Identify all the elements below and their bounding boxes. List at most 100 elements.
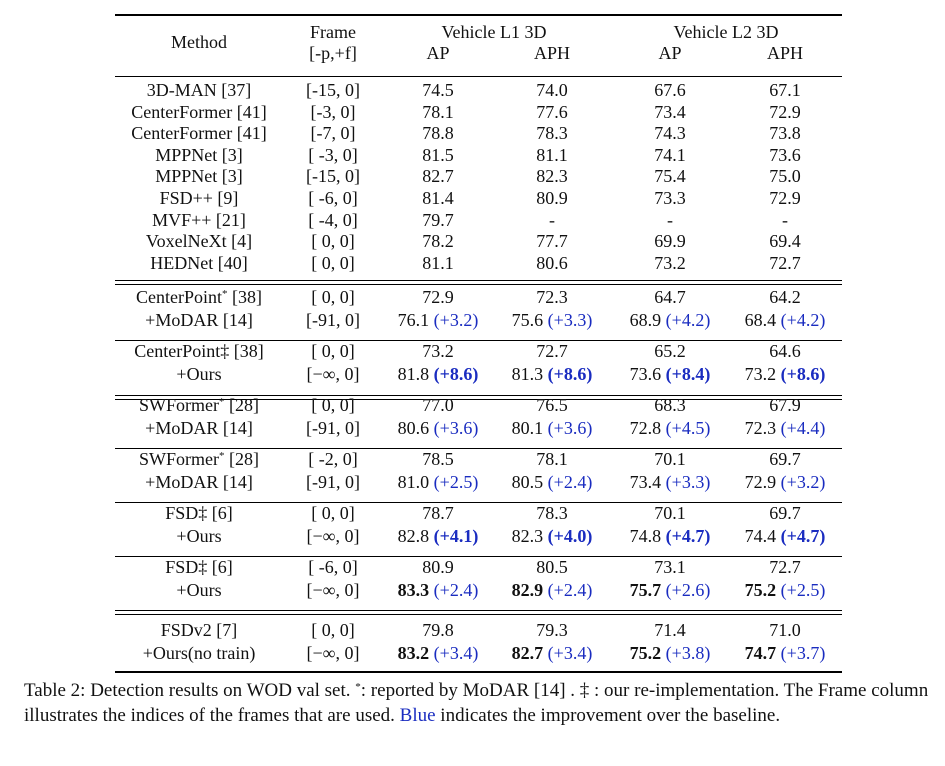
improvement-gain: (+2.6) [665, 580, 711, 600]
table-row-l1-aph: 77.7 [536, 231, 568, 251]
table-row-l1-aph: 74.0 [536, 80, 568, 100]
table-row-l1ap: 79.8 [422, 620, 454, 640]
table-row-method: MVF++ [21] [152, 210, 246, 230]
table-row-l1-ap: 78.8 [422, 123, 454, 143]
table-row-l2ap: 68.3 [654, 395, 686, 415]
caption-text-2: : reported by MoDAR [14] . ‡ : our re-im… [24, 680, 929, 726]
table-row-l1aph: 79.3 [536, 620, 568, 640]
improvement-gain: (+4.1) [433, 526, 479, 546]
table-row-l2ap: 65.2 [654, 341, 686, 361]
metric-value: 80.6 [397, 418, 430, 438]
table-row-l2-aph: 69.4 [769, 231, 801, 251]
improvement-gain: (+4.2) [780, 310, 826, 330]
improvement-gain: (+8.6) [433, 364, 479, 384]
table-row-method: FSDv2 [7] [161, 620, 238, 640]
table-row-l2ap-improved: 75.7 (+2.6) [630, 580, 711, 600]
table-row-frame: [-91, 0] [306, 418, 360, 438]
table-row-method: +Ours(no train) [142, 643, 256, 663]
table-row-l1-ap: 81.5 [422, 145, 454, 165]
table-row-frame: [-91, 0] [306, 310, 360, 330]
caption-blue-word: Blue [399, 705, 436, 726]
table-row-l2aph-improved: 73.2 (+8.6) [745, 364, 826, 384]
improvement-gain: (+3.4) [547, 643, 593, 663]
table-row-l2-aph: - [782, 210, 788, 230]
table-row-l1aph: 72.7 [536, 341, 568, 361]
table-row-l1aph: 78.1 [536, 449, 568, 469]
table-row-l2ap-improved: 73.6 (+8.4) [630, 364, 711, 384]
header-l2-aph: APH [766, 43, 804, 63]
table-row-l2ap-improved: 72.8 (+4.5) [630, 418, 711, 438]
improvement-gain: (+3.2) [433, 310, 479, 330]
table-row-frame: [ -4, 0] [308, 210, 358, 230]
table-row-l2-ap: 74.3 [654, 123, 686, 143]
metric-value: 73.2 [744, 364, 777, 384]
header-frame: Frame [310, 22, 356, 42]
table-row-l1aph-improved: 80.1 (+3.6) [512, 418, 593, 438]
table-row-l2-aph: 73.6 [769, 145, 801, 165]
table-row-l2aph: 69.7 [769, 449, 801, 469]
table-row-l1-ap: 81.1 [422, 253, 454, 273]
table-row-l1-aph: - [549, 210, 555, 230]
table-row-frame: [ -6, 0] [308, 188, 358, 208]
method-name: SWFormer [139, 395, 219, 415]
table-row-l2aph: 72.7 [769, 557, 801, 577]
improvement-gain: (+4.2) [665, 310, 711, 330]
double-rule [115, 610, 842, 611]
pair-rule [115, 556, 842, 557]
table-row-method: VoxelNeXt [4] [145, 231, 253, 251]
improvement-gain: (+3.7) [780, 643, 826, 663]
improvement-gain: (+3.6) [547, 418, 593, 438]
table-row-l2-aph: 73.8 [769, 123, 801, 143]
table-row-l1aph-improved: 82.9 (+2.4) [512, 580, 593, 600]
metric-value: 73.6 [629, 364, 662, 384]
table-row-method: HEDNet [40] [150, 253, 248, 273]
table-row-l1-ap: 74.5 [422, 80, 454, 100]
table-row-l2ap-improved: 75.2 (+3.8) [630, 643, 711, 663]
table-caption: Table 2: Detection results on WOD val se… [24, 678, 936, 728]
metric-value: 82.8 [397, 526, 430, 546]
double-rule [115, 395, 842, 396]
table-row-frame: [-7, 0] [310, 123, 356, 143]
double-rule [115, 614, 842, 615]
table-row-l2aph-improved: 75.2 (+2.5) [745, 580, 826, 600]
method-name: FSDv2 [7] [160, 620, 238, 640]
metric-value: 76.1 [397, 310, 430, 330]
table-row-l1-aph: 78.3 [536, 123, 568, 143]
table-row-l1-ap: 82.7 [422, 166, 454, 186]
improvement-gain: (+4.4) [780, 418, 826, 438]
table-row-method: MPPNet [3] [155, 145, 243, 165]
caption-text-3: indicates the improvement over the basel… [435, 705, 781, 726]
header-method: Method [171, 32, 227, 52]
table-row-l2-ap: - [667, 210, 673, 230]
metric-value: 75.7 [629, 580, 662, 600]
table-row-frame: [-3, 0] [310, 102, 356, 122]
table-row-frame: [−∞, 0] [306, 580, 360, 600]
table-row-method: CenterPoint‡ [38] [134, 341, 264, 361]
metric-value: 74.8 [629, 526, 662, 546]
table-row-method: CenterFormer [41] [131, 123, 267, 143]
metric-value: 75.2 [744, 580, 777, 600]
table-row-l1ap: 77.0 [422, 395, 454, 415]
table-row-l2ap: 70.1 [654, 503, 686, 523]
table-row-frame: [−∞, 0] [306, 643, 360, 663]
table-row-frame: [-15, 0] [306, 80, 360, 100]
method-ref: [6] [211, 557, 233, 577]
table-row-l2ap: 70.1 [654, 449, 686, 469]
table-row-frame: [ 0, 0] [311, 341, 355, 361]
method-ref: [38] [233, 341, 264, 361]
improvement-gain: (+3.6) [433, 418, 479, 438]
table-row-method: MPPNet [3] [155, 166, 243, 186]
improvement-gain: (+2.4) [433, 580, 479, 600]
method-ref: [6] [211, 503, 233, 523]
table-row-frame: [ 0, 0] [311, 620, 355, 640]
table-row-l1ap-improved: 76.1 (+3.2) [398, 310, 479, 330]
table-row-l2aph-improved: 68.4 (+4.2) [745, 310, 826, 330]
table-row-l1-aph: 80.6 [536, 253, 568, 273]
table-row-method: +Ours [176, 364, 222, 384]
table-row-method: +MoDAR [14] [145, 472, 253, 492]
table-row-l2ap-improved: 68.9 (+4.2) [630, 310, 711, 330]
metric-value: 82.9 [511, 580, 544, 600]
table-row-l1ap-improved: 83.3 (+2.4) [398, 580, 479, 600]
method-ref: [28] [229, 449, 259, 469]
method-name: CenterPoint‡ [134, 341, 230, 361]
